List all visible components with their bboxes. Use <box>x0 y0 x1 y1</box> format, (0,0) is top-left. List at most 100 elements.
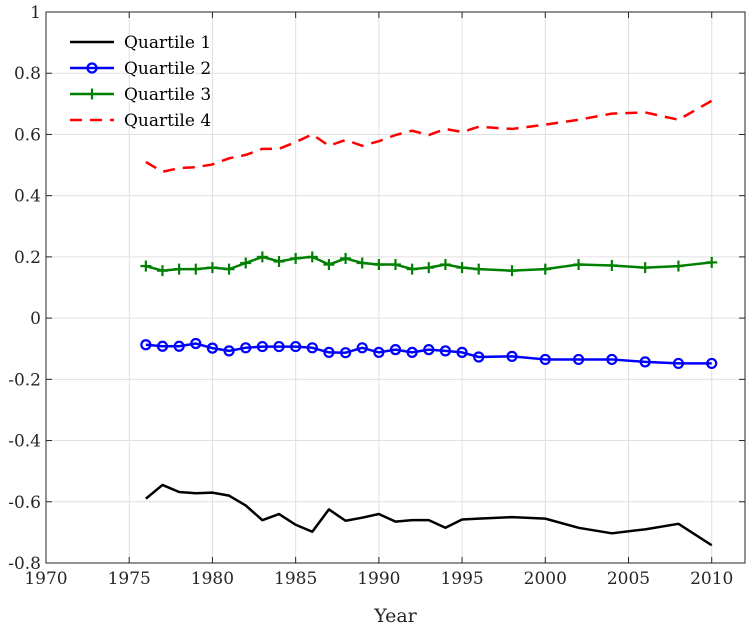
data-point <box>323 346 335 358</box>
data-point <box>423 262 435 274</box>
data-point <box>339 347 352 359</box>
y-tick-label: 0.2 <box>14 248 41 268</box>
data-point <box>706 256 718 268</box>
series-line <box>145 483 713 547</box>
x-tick-label: 1995 <box>440 569 483 589</box>
data-point <box>572 353 585 366</box>
legend: Quartile 1 Quartile 2 Quartile 3 Quartile 4 <box>70 33 211 131</box>
x-axis-title: Year <box>373 605 417 627</box>
y-tick-label: -0.8 <box>8 554 41 574</box>
series-quartile-4 <box>145 99 713 174</box>
data-point <box>206 342 219 354</box>
data-point <box>156 340 169 352</box>
y-tick-label: -0.4 <box>8 432 41 452</box>
data-point <box>439 259 451 271</box>
data-point <box>639 356 651 368</box>
data-point <box>390 259 401 271</box>
data-point <box>606 259 618 271</box>
x-tick-label: 1985 <box>274 569 317 589</box>
legend-label: Quartile 3 <box>124 85 211 105</box>
grid <box>45 11 745 564</box>
series-quartile-3 <box>140 251 718 277</box>
data-point <box>206 262 218 274</box>
data-point <box>173 340 185 352</box>
data-point <box>306 251 318 263</box>
data-point <box>157 265 168 277</box>
data-point <box>373 259 385 271</box>
legend-item-quartile-3: Quartile 3 <box>70 85 211 105</box>
series-line <box>145 255 712 272</box>
tick-labels: 1970 1975 1980 1985 1990 1995 2000 2005 2010 1 0.8… <box>8 3 733 589</box>
x-tick-label: 2010 <box>690 569 733 589</box>
data-point <box>423 344 435 356</box>
data-point <box>506 265 518 277</box>
x-tick-label: 2000 <box>524 569 567 589</box>
data-point <box>256 340 268 353</box>
series-quartile-2 <box>140 337 718 370</box>
data-point <box>456 346 468 358</box>
x-tick-label: 1980 <box>191 569 234 589</box>
data-point <box>240 257 252 269</box>
data-point <box>140 339 152 351</box>
y-tick-label: -0.2 <box>8 370 41 390</box>
data-point <box>306 342 318 354</box>
y-tick-label: -0.6 <box>8 493 41 513</box>
x-tick-label: 2005 <box>607 569 650 589</box>
data-point <box>140 260 152 272</box>
data-point <box>356 257 368 269</box>
data-point <box>406 263 418 275</box>
legend-label: Quartile 1 <box>124 33 211 53</box>
series-quartile-1 <box>145 483 713 547</box>
data-point <box>539 353 551 366</box>
data-point <box>223 345 235 357</box>
data-point <box>473 351 485 363</box>
plot-series <box>140 99 718 547</box>
y-tick-label: 0.4 <box>14 187 41 207</box>
data-point <box>672 357 685 370</box>
data-point <box>506 350 518 362</box>
x-tick-label: 1975 <box>108 569 151 589</box>
x-tick-label: 1970 <box>24 569 67 589</box>
legend-label: Quartile 4 <box>124 111 211 131</box>
legend-item-quartile-2: Quartile 2 <box>70 59 211 79</box>
data-point <box>223 263 235 275</box>
data-point <box>639 262 651 274</box>
legend-item-quartile-4: Quartile 4 <box>70 111 211 131</box>
legend-label: Quartile 2 <box>124 59 211 79</box>
data-point <box>356 342 368 354</box>
plot-frame <box>45 11 746 564</box>
data-point <box>273 340 285 353</box>
data-point <box>456 262 468 274</box>
data-point <box>190 337 202 350</box>
data-point <box>273 255 285 267</box>
data-point <box>173 263 185 275</box>
data-point <box>439 345 452 357</box>
x-tick-label: 1990 <box>357 569 400 589</box>
data-point <box>240 342 252 354</box>
data-point <box>290 340 302 353</box>
y-tick-label: 0 <box>30 309 41 329</box>
axes <box>45 11 746 564</box>
data-point <box>323 259 335 271</box>
y-tick-label: 1 <box>30 3 41 23</box>
data-point <box>290 252 302 264</box>
data-point <box>573 259 585 271</box>
data-point <box>606 353 618 366</box>
data-point <box>706 357 718 370</box>
data-point <box>389 344 402 356</box>
data-point <box>340 252 352 264</box>
legend-marker <box>86 88 98 100</box>
series-line <box>145 99 713 174</box>
data-point <box>539 263 551 275</box>
y-tick-label: 0.8 <box>14 64 41 84</box>
data-point <box>373 346 385 358</box>
series-line <box>145 342 712 365</box>
data-point <box>473 263 485 275</box>
legend-marker <box>86 62 98 74</box>
data-point <box>256 251 268 263</box>
y-tick-label: 0.6 <box>14 125 41 145</box>
legend-item-quartile-1: Quartile 1 <box>70 33 211 53</box>
data-point <box>190 263 202 275</box>
data-point <box>406 346 418 358</box>
